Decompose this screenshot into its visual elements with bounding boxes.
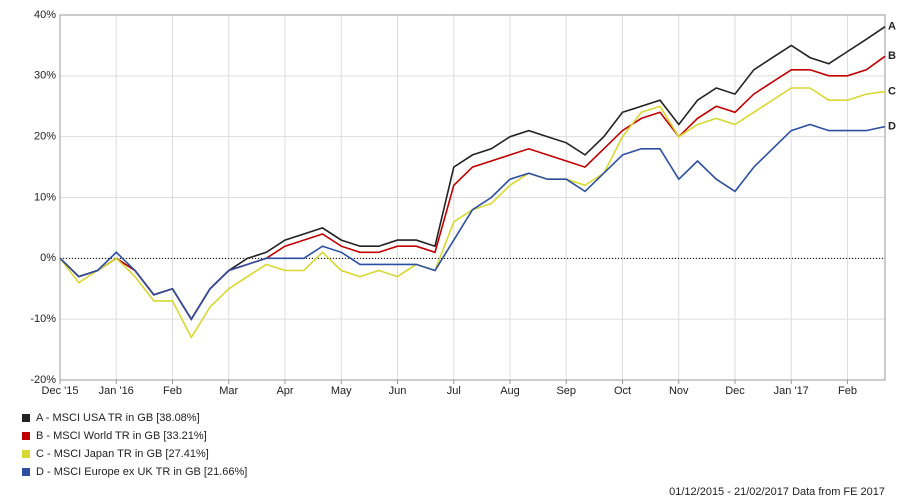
x-tick-label: Mar bbox=[219, 385, 238, 397]
x-tick-label: Oct bbox=[614, 385, 631, 397]
x-tick-label: Nov bbox=[669, 385, 689, 397]
end-label: C bbox=[888, 85, 896, 97]
x-tick-label: Feb bbox=[163, 385, 182, 397]
y-tick-label: 30% bbox=[34, 70, 56, 82]
x-tick-label: Jan '17 bbox=[774, 385, 809, 397]
y-tick-label: -20% bbox=[30, 374, 56, 386]
legend-label: B - MSCI World TR in GB [33.21%] bbox=[36, 430, 207, 442]
legend-swatch bbox=[22, 432, 30, 440]
legend-label: C - MSCI Japan TR in GB [27.41%] bbox=[36, 448, 209, 460]
legend-swatch bbox=[22, 414, 30, 422]
x-tick-label: Aug bbox=[500, 385, 520, 397]
end-label: B bbox=[888, 50, 896, 62]
y-tick-label: 20% bbox=[34, 131, 56, 143]
y-tick-label: 40% bbox=[34, 9, 56, 21]
y-tick-label: -10% bbox=[30, 313, 56, 325]
series-line bbox=[59, 123, 886, 321]
y-tick-label: 0% bbox=[40, 252, 56, 264]
end-label: A bbox=[888, 21, 896, 33]
x-tick-label: Dec bbox=[725, 385, 745, 397]
x-tick-label: Feb bbox=[838, 385, 857, 397]
x-tick-label: Jun bbox=[389, 385, 407, 397]
legend-swatch bbox=[22, 450, 30, 458]
legend-swatch bbox=[22, 468, 30, 476]
x-tick-label: Dec '15 bbox=[42, 385, 79, 397]
plot-border bbox=[59, 14, 886, 381]
x-tick-label: Jan '16 bbox=[99, 385, 134, 397]
x-tick-label: Apr bbox=[276, 385, 293, 397]
footer: 01/12/2015 - 21/02/2017 Data from FE 201… bbox=[669, 486, 885, 498]
y-tick-label: 10% bbox=[34, 191, 56, 203]
x-tick-label: May bbox=[331, 385, 352, 397]
end-label: D bbox=[888, 120, 896, 132]
legend-label: A - MSCI USA TR in GB [38.08%] bbox=[36, 412, 200, 424]
legend-label: D - MSCI Europe ex UK TR in GB [21.66%] bbox=[36, 466, 247, 478]
x-tick-label: Jul bbox=[447, 385, 461, 397]
x-tick-label: Sep bbox=[556, 385, 576, 397]
